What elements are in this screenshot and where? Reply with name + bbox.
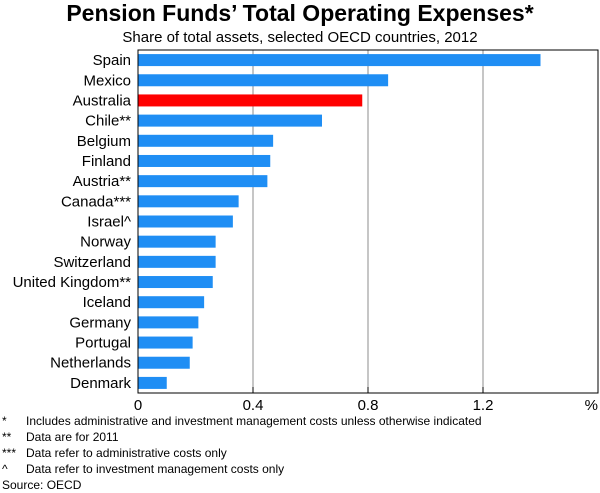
bar-norway	[138, 235, 216, 248]
category-label-united-kingdom: United Kingdom**	[13, 274, 132, 291]
x-tick-label: 0	[134, 397, 142, 414]
x-tick-label: 0.8	[358, 397, 379, 414]
category-label-belgium: Belgium	[77, 133, 131, 150]
footnote: *** Data refer to administrative costs o…	[2, 445, 482, 461]
footnote-mark: ^	[2, 462, 8, 476]
gridlines	[252, 50, 484, 393]
category-label-mexico: Mexico	[83, 72, 131, 89]
bar-iceland	[138, 296, 205, 309]
bar-denmark	[138, 376, 167, 389]
bar-spain	[138, 54, 541, 67]
footnote: ^ Data refer to investment management co…	[2, 461, 482, 477]
bar-netherlands	[138, 356, 190, 369]
category-label-norway: Norway	[80, 234, 131, 251]
category-label-germany: Germany	[69, 314, 131, 331]
category-label-finland: Finland	[82, 153, 131, 170]
chart-subtitle: Share of total assets, selected OECD cou…	[122, 29, 477, 46]
source-note: Source: OECD	[2, 478, 82, 492]
bar-germany	[138, 316, 199, 329]
footnote-text: Data refer to administrative costs only	[26, 446, 227, 460]
bar-canada	[138, 195, 239, 208]
bar-switzerland	[138, 255, 216, 268]
footnote: * Includes administrative and investment…	[2, 413, 482, 429]
category-label-portugal: Portugal	[75, 335, 131, 352]
footnote: ** Data are for 2011	[2, 429, 482, 445]
category-label-spain: Spain	[93, 52, 131, 69]
category-label-canada: Canada***	[61, 193, 131, 210]
x-axis-ticks: 0 0.4 0.8 1.2	[134, 387, 494, 414]
footnote-mark: ***	[2, 446, 17, 460]
footnote-text: Data refer to investment management cost…	[26, 462, 285, 476]
footnote-text: Includes administrative and investment m…	[26, 414, 482, 428]
bar-united-kingdom	[138, 276, 213, 289]
category-label-iceland: Iceland	[83, 294, 131, 311]
bar-belgium	[138, 134, 274, 147]
chart-title: Pension Funds’ Total Operating Expenses*	[66, 0, 533, 26]
unit-label: %	[585, 397, 598, 414]
category-label-australia: Australia	[73, 92, 132, 109]
category-label-austria: Austria**	[73, 173, 132, 190]
category-label-netherlands: Netherlands	[50, 355, 131, 372]
x-tick-label: 1.2	[473, 397, 494, 414]
footnotes: * Includes administrative and investment…	[2, 413, 482, 493]
bar-australia	[138, 94, 363, 107]
bar-chile	[138, 114, 322, 127]
category-label-israel: Israel^	[87, 214, 131, 231]
bar-israel	[138, 215, 233, 228]
footnote-text: Data are for 2011	[26, 430, 119, 444]
footnote-mark: *	[2, 414, 7, 428]
category-label-chile: Chile**	[85, 113, 131, 130]
bar-finland	[138, 154, 271, 167]
bars	[138, 54, 541, 389]
category-labels: Spain Mexico Australia Chile** Belgium Finlan…	[13, 52, 132, 392]
x-tick-label: 0.4	[243, 397, 264, 414]
footnote-mark: **	[2, 430, 12, 444]
bar-austria	[138, 175, 268, 188]
bar-mexico	[138, 74, 389, 87]
category-label-denmark: Denmark	[70, 375, 131, 392]
category-label-switzerland: Switzerland	[53, 254, 131, 271]
bar-portugal	[138, 336, 193, 349]
